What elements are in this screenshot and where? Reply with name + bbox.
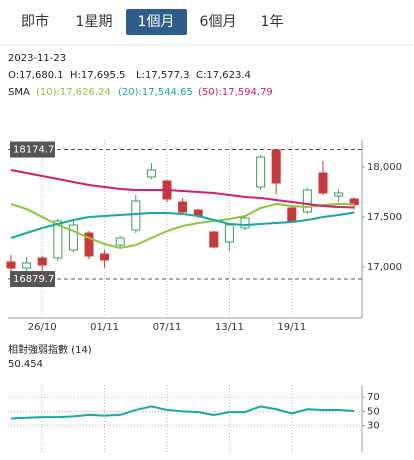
ohlc-value: H:17,695.5 [70,70,125,81]
candle-body [84,232,94,257]
x-tick-label: 13/11 [215,322,244,333]
candle-body [209,231,219,248]
x-tick-label: 19/11 [277,322,306,333]
candle-body [178,201,188,213]
ohlc-value: L:17,577.3 [136,70,189,81]
ohlc-value: O:17,680.1 [8,70,64,81]
x-tick-label: 07/11 [153,322,182,333]
sma-line [10,169,355,209]
reference-label-bg [10,141,55,158]
candle-body [240,217,250,229]
candle-body [22,262,32,269]
y-tick-label: 17,500 [367,212,402,223]
tab[interactable]: 1個月 [138,14,175,30]
candle-body [131,200,141,231]
x-tick-label: 01/11 [90,322,119,333]
candle-body [334,192,344,197]
candle-body [115,237,125,246]
y-tick-label: 30 [367,421,380,432]
candle-body [224,224,234,243]
candle-body [53,220,63,259]
candle-body [302,189,312,213]
legend-entry: (10):17,626.24 [36,87,111,98]
y-tick-label: 50 [367,406,380,417]
y-tick-label: 70 [367,392,380,403]
candle-body [37,257,47,266]
ohlc-value: C:17,623.4 [196,70,251,81]
reference-label-bg [10,271,55,288]
legend-title: SMA [8,87,30,98]
legend-entry: (20):17,544.65 [118,87,193,98]
rsi-line [10,405,355,420]
candle-body [318,172,328,194]
candle-body [256,156,266,188]
candle-body [271,149,281,184]
tab[interactable]: 1年 [261,14,284,30]
rsi-value: 50.454 [8,359,43,370]
y-tick-label: 17,000 [367,262,402,273]
candle-body [6,261,16,269]
rsi-title: 相對強弱指數 (14) [8,343,92,356]
candle-body [146,169,156,178]
legend-entry: (50):17,594.79 [198,87,273,98]
y-tick-label: 18,000 [367,162,402,173]
reference-label: 16879.7 [13,274,54,285]
x-tick-label: 26/10 [28,322,57,333]
tab[interactable]: 6個月 [200,14,237,30]
tab[interactable]: 1星期 [76,14,113,30]
candle-body [349,198,359,206]
reference-label: 18174.7 [13,145,54,156]
candle-body [287,207,297,223]
sma-line [10,211,355,239]
tab[interactable]: 即市 [21,13,49,30]
candle-body [100,253,110,261]
date: 2023-11-23 [8,53,66,64]
active-tab-bg [126,9,187,35]
sma-line [10,202,355,250]
candle-body [68,224,78,251]
